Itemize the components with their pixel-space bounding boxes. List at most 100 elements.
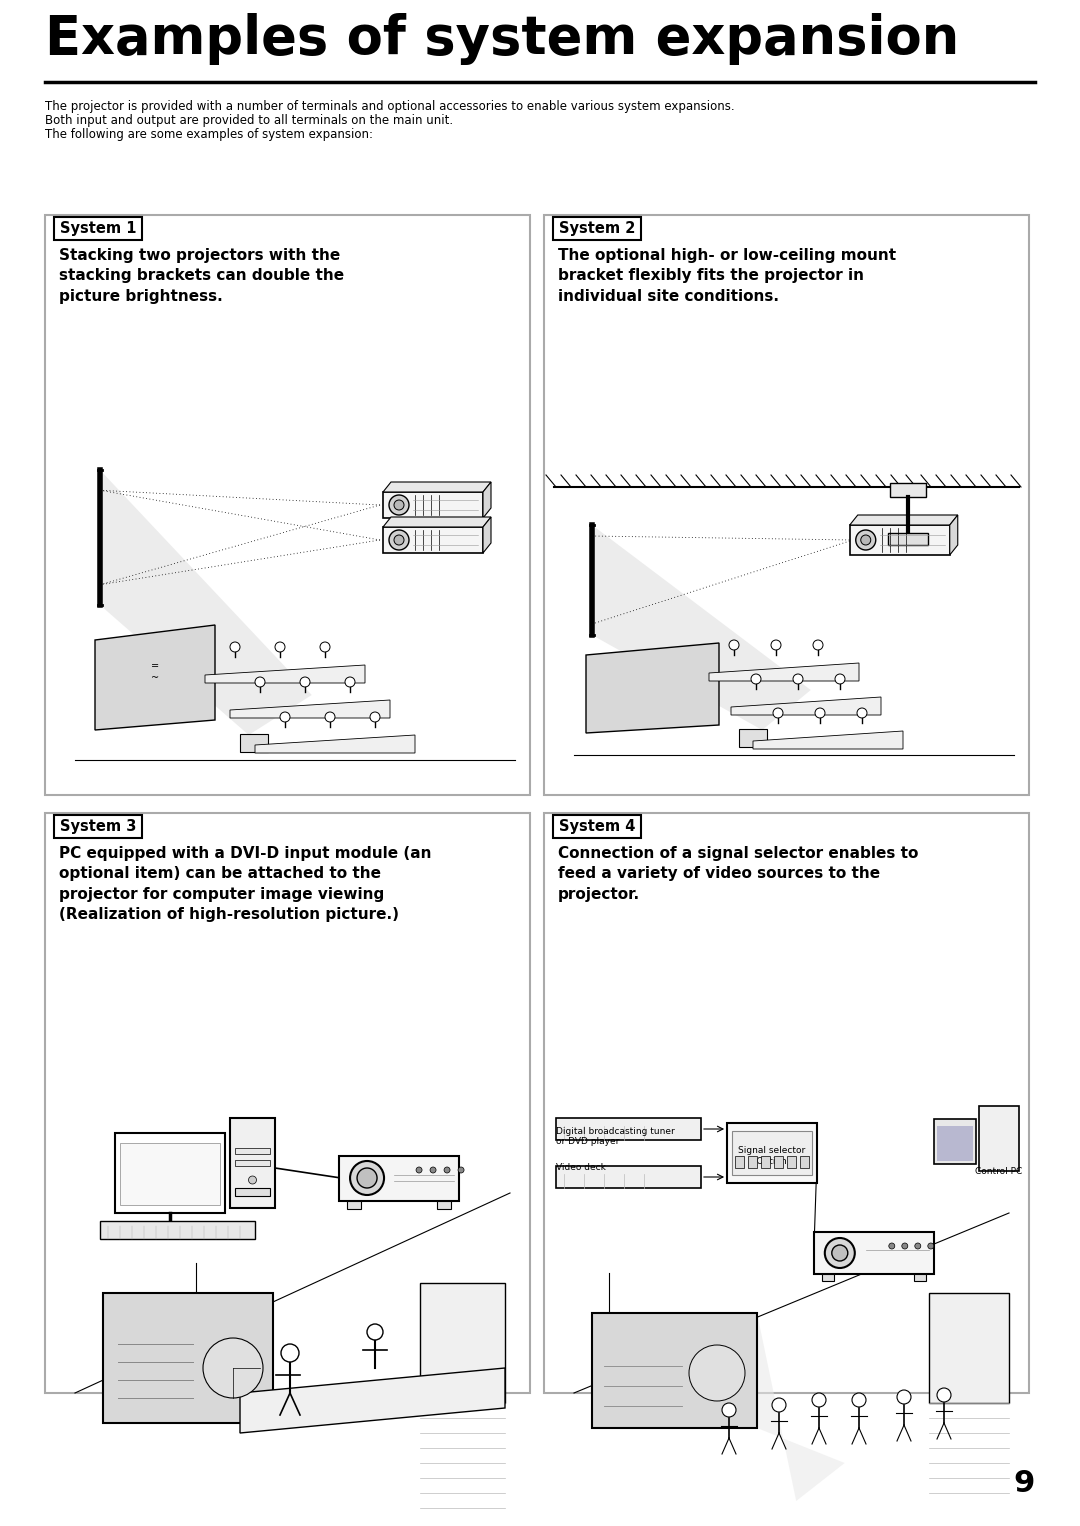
Circle shape	[928, 1244, 934, 1248]
Circle shape	[430, 1167, 436, 1173]
Text: System 4: System 4	[558, 819, 635, 835]
Circle shape	[793, 674, 804, 684]
Text: Examples of system expansion: Examples of system expansion	[45, 14, 959, 66]
Polygon shape	[100, 470, 312, 736]
Circle shape	[825, 1238, 854, 1268]
Circle shape	[861, 536, 870, 545]
Bar	[735, 1157, 744, 1167]
Bar	[347, 1201, 361, 1209]
Circle shape	[281, 1344, 299, 1363]
Text: Both input and output are provided to all terminals on the main unit.: Both input and output are provided to al…	[45, 114, 454, 127]
Text: The projector is provided with a number of terminals and optional accessories to: The projector is provided with a number …	[45, 101, 734, 113]
Text: =
~: = ~	[151, 661, 159, 682]
Circle shape	[320, 642, 330, 652]
Bar	[727, 1123, 816, 1183]
Circle shape	[203, 1338, 264, 1398]
Circle shape	[300, 678, 310, 687]
Bar	[235, 1160, 270, 1166]
Bar	[135, 1225, 205, 1233]
Polygon shape	[230, 700, 390, 719]
Circle shape	[350, 1161, 384, 1195]
Circle shape	[325, 713, 335, 722]
Text: System 3: System 3	[59, 819, 136, 835]
Text: PC equipped with a DVI-D input module (an
optional item) can be attached to the
: PC equipped with a DVI-D input module (a…	[59, 845, 432, 922]
Text: System 2: System 2	[558, 221, 635, 237]
Text: The following are some examples of system expansion:: The following are some examples of syste…	[45, 128, 373, 140]
Bar	[100, 1221, 255, 1239]
Text: Signal selector
(Option): Signal selector (Option)	[739, 1146, 806, 1166]
Circle shape	[835, 674, 845, 684]
Circle shape	[772, 1398, 786, 1412]
Bar	[54, 815, 141, 838]
Text: Control PC: Control PC	[975, 1167, 1023, 1177]
Bar	[114, 1132, 225, 1213]
Circle shape	[389, 494, 409, 514]
Bar	[420, 1283, 505, 1402]
Polygon shape	[483, 517, 491, 552]
Text: Connection of a signal selector enables to
feed a variety of video sources to th: Connection of a signal selector enables …	[558, 845, 918, 902]
Circle shape	[771, 639, 781, 650]
Circle shape	[255, 678, 265, 687]
Bar	[339, 1155, 459, 1201]
Bar	[230, 1119, 275, 1209]
Bar	[774, 1157, 783, 1167]
Text: Video deck: Video deck	[556, 1163, 606, 1172]
Circle shape	[855, 530, 876, 549]
Polygon shape	[586, 642, 719, 732]
Polygon shape	[592, 525, 811, 729]
Bar	[914, 1274, 926, 1280]
Circle shape	[416, 1167, 422, 1173]
Polygon shape	[850, 514, 958, 525]
Polygon shape	[753, 731, 903, 749]
Bar	[761, 1157, 770, 1167]
Text: The optional high- or low-ceiling mount
bracket flexibly fits the projector in
i: The optional high- or low-ceiling mount …	[558, 249, 896, 304]
Text: Digital broadcasting tuner
or DVD player: Digital broadcasting tuner or DVD player	[556, 1126, 675, 1146]
Circle shape	[813, 639, 823, 650]
Bar	[739, 729, 767, 748]
Bar	[553, 815, 642, 838]
Polygon shape	[757, 1312, 845, 1502]
Bar	[544, 813, 1029, 1393]
Bar	[556, 1119, 701, 1140]
Bar	[383, 491, 483, 517]
Bar	[978, 1106, 1020, 1170]
Bar	[814, 1231, 934, 1274]
Circle shape	[915, 1244, 921, 1248]
Circle shape	[812, 1393, 826, 1407]
Bar	[888, 533, 928, 545]
Bar	[800, 1157, 809, 1167]
Circle shape	[832, 1245, 848, 1260]
Bar	[592, 1312, 757, 1428]
Text: 9: 9	[1014, 1470, 1035, 1499]
Polygon shape	[731, 697, 881, 716]
Bar	[45, 813, 530, 1393]
Circle shape	[394, 536, 404, 545]
Circle shape	[773, 708, 783, 719]
Circle shape	[751, 674, 761, 684]
Bar	[553, 217, 642, 240]
Circle shape	[357, 1167, 377, 1189]
Circle shape	[897, 1390, 912, 1404]
Polygon shape	[383, 482, 491, 491]
Text: System 1: System 1	[59, 221, 136, 237]
Polygon shape	[240, 1367, 505, 1433]
Bar	[235, 1148, 270, 1154]
Bar	[556, 1166, 701, 1189]
Bar	[103, 1293, 273, 1424]
Bar	[54, 217, 141, 240]
Polygon shape	[949, 514, 958, 555]
Circle shape	[729, 639, 739, 650]
Bar	[45, 215, 530, 795]
Polygon shape	[205, 665, 365, 684]
Text: Stacking two projectors with the
stacking brackets can double the
picture bright: Stacking two projectors with the stackin…	[59, 249, 345, 304]
Bar	[787, 1157, 796, 1167]
Circle shape	[889, 1244, 895, 1248]
Circle shape	[280, 713, 291, 722]
Circle shape	[367, 1325, 383, 1340]
Bar	[934, 1119, 976, 1164]
Bar	[929, 1293, 1009, 1402]
Circle shape	[248, 1177, 257, 1184]
Polygon shape	[708, 662, 859, 681]
Bar	[235, 1189, 270, 1196]
Bar	[383, 526, 483, 552]
